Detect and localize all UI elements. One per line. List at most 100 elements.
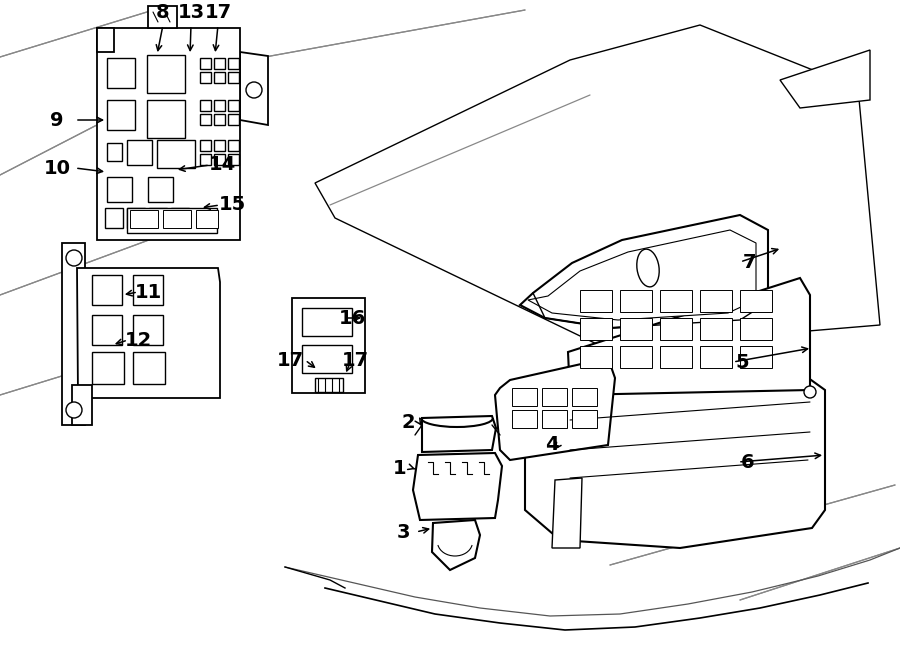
Circle shape [66, 402, 82, 418]
Polygon shape [525, 370, 825, 548]
Text: 17: 17 [276, 350, 303, 369]
Bar [133, 315, 163, 345]
Polygon shape [528, 230, 756, 320]
Bar [315, 378, 343, 392]
Polygon shape [495, 358, 615, 460]
Bar [147, 55, 185, 93]
Bar [196, 210, 218, 228]
Polygon shape [240, 52, 268, 125]
Bar [130, 210, 158, 228]
Bar [620, 346, 652, 368]
Bar [740, 346, 772, 368]
Bar [580, 346, 612, 368]
Circle shape [66, 250, 82, 266]
Text: 11: 11 [134, 282, 162, 301]
Bar [133, 275, 163, 305]
Bar [105, 208, 123, 228]
Bar [127, 140, 152, 165]
Text: 9: 9 [50, 110, 64, 130]
Bar [200, 72, 211, 83]
Bar [107, 58, 135, 88]
Bar [214, 140, 225, 151]
Bar [228, 58, 239, 69]
Bar [214, 72, 225, 83]
Bar [228, 72, 239, 83]
Polygon shape [568, 278, 810, 395]
Bar [147, 100, 185, 138]
Bar [740, 290, 772, 312]
Polygon shape [72, 385, 92, 425]
Bar [620, 318, 652, 340]
Bar [214, 58, 225, 69]
Bar [740, 318, 772, 340]
Bar [200, 154, 211, 165]
Bar [580, 318, 612, 340]
Text: 2: 2 [401, 412, 415, 432]
Bar [148, 177, 173, 202]
Bar [620, 290, 652, 312]
Bar [542, 388, 567, 406]
Text: 17: 17 [341, 350, 369, 369]
Bar [512, 388, 537, 406]
Bar [107, 143, 122, 161]
Text: 7: 7 [743, 253, 757, 272]
Bar [107, 177, 132, 202]
Bar [157, 140, 195, 168]
Bar [580, 290, 612, 312]
Text: 6: 6 [742, 453, 755, 471]
Polygon shape [62, 243, 85, 425]
Bar [228, 140, 239, 151]
Bar [302, 345, 352, 373]
Polygon shape [780, 50, 870, 108]
Polygon shape [292, 298, 365, 393]
Bar [92, 315, 122, 345]
Bar [572, 388, 597, 406]
Polygon shape [148, 6, 177, 28]
Text: 16: 16 [338, 309, 365, 327]
Text: 13: 13 [177, 3, 204, 22]
Bar [660, 346, 692, 368]
Polygon shape [77, 268, 220, 398]
Polygon shape [432, 520, 480, 570]
Text: 14: 14 [209, 155, 236, 175]
Bar [660, 318, 692, 340]
Bar [228, 114, 239, 125]
Text: 3: 3 [396, 522, 410, 541]
Bar [127, 208, 217, 233]
Polygon shape [413, 453, 502, 520]
Polygon shape [552, 478, 582, 548]
Bar [107, 100, 135, 130]
Bar [542, 410, 567, 428]
Polygon shape [422, 416, 496, 452]
Bar [92, 352, 124, 384]
Bar [127, 208, 145, 228]
Text: 4: 4 [545, 436, 559, 455]
Bar [214, 100, 225, 111]
Polygon shape [520, 215, 768, 328]
Text: 5: 5 [735, 352, 749, 371]
Bar [572, 410, 597, 428]
Bar [214, 154, 225, 165]
Bar [200, 58, 211, 69]
Bar [700, 346, 732, 368]
Polygon shape [315, 25, 880, 348]
Circle shape [246, 82, 262, 98]
Bar [228, 154, 239, 165]
Bar [133, 352, 165, 384]
Bar [171, 208, 189, 228]
Circle shape [804, 386, 816, 398]
Bar [700, 318, 732, 340]
Bar [512, 410, 537, 428]
Text: 17: 17 [204, 3, 231, 22]
Polygon shape [97, 28, 240, 240]
Bar [214, 114, 225, 125]
Bar [660, 290, 692, 312]
Ellipse shape [637, 249, 659, 287]
Bar [302, 308, 352, 336]
Bar [163, 210, 191, 228]
Bar [200, 140, 211, 151]
Text: 10: 10 [43, 159, 70, 178]
Text: 15: 15 [219, 196, 246, 215]
Text: 8: 8 [157, 3, 170, 22]
Bar [200, 100, 211, 111]
